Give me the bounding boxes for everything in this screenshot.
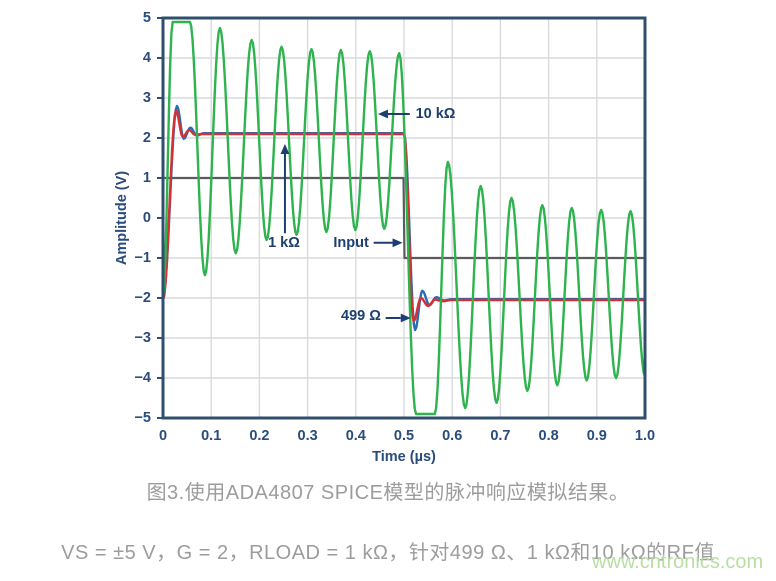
trace-input [162,176,646,260]
y-tick-label: 5 [143,10,151,26]
trace-10-k [162,20,646,416]
annotation-label: 10 kΩ [416,106,456,122]
x-tick-label: 0.8 [539,428,559,444]
traces [162,20,646,416]
y-tick-label: −5 [134,410,151,426]
y-tick-label: 1 [143,170,151,186]
annotation-arrowhead [392,238,403,248]
y-tick-label: 4 [143,50,151,66]
x-tick-label: 1.0 [635,428,655,444]
y-tick-label: 2 [143,130,151,146]
pulse-response-chart: 10 kΩ 1 kΩ Input 499 Ω 0 0.1 0.2 0.3 0.4 0.5 0.6 0.… [114,10,655,465]
x-tick-label: 0.9 [587,428,607,444]
x-tick-label: 0.4 [346,428,366,444]
annotation-10-k: 10 kΩ [377,106,456,122]
y-tick-label: −4 [134,370,151,386]
y-axis-title: Amplitude (V) [114,171,130,265]
annotation-arrowhead [377,109,388,119]
annotation-arrowhead [280,144,290,154]
x-tick-label: 0.7 [490,428,510,444]
watermark: www.cntronics.com [592,551,764,573]
annotation-input: Input [333,235,403,251]
x-axis-title: Time (µs) [372,449,436,465]
x-tick-label: 0 [159,428,167,444]
annotation-label: 499 Ω [341,308,381,324]
annotation-label: Input [333,235,369,251]
x-tick-label: 0.1 [201,428,221,444]
figure-subcaption: VS = ±5 V，G = 2，RLOAD = 1 kΩ，针对499 Ω、1 k… [61,542,715,564]
annotation-label: 1 kΩ [268,235,300,251]
y-tick-label: −3 [134,330,151,346]
annotation-1-k: 1 kΩ [268,144,300,251]
x-tick-label: 0.5 [394,428,414,444]
y-tick-label: −1 [134,250,151,266]
y-tick-label: 0 [143,210,151,226]
x-tick-label: 0.6 [442,428,462,444]
x-tick-label: 0.2 [249,428,269,444]
figure-caption: 图3.使用ADA4807 SPICE模型的脉冲响应模拟结果。 [146,482,630,504]
plot-border [161,16,647,420]
y-tick-label: 3 [143,90,151,106]
y-tick-label: −2 [134,290,151,306]
trace-499 [162,109,646,323]
x-tick-label: 0.3 [298,428,318,444]
annotation-499: 499 Ω [341,308,411,324]
annotation-arrowhead [400,313,411,323]
